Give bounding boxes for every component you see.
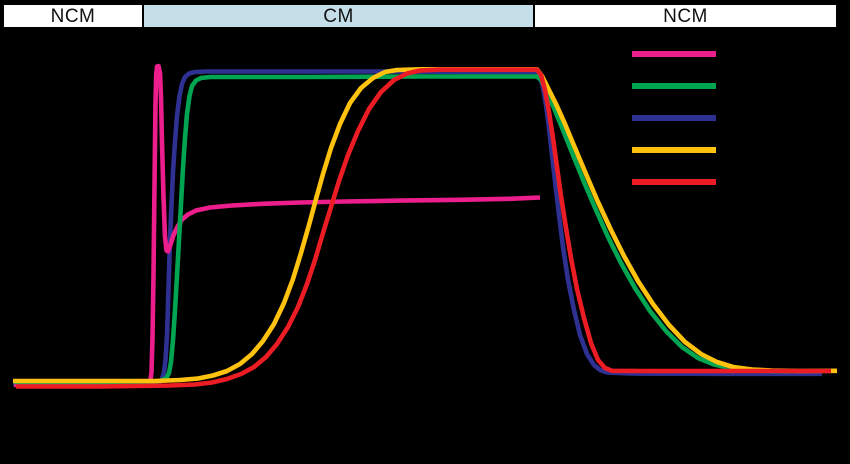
region-box-ncm-left: NCM [2,3,144,29]
curve-blue [13,69,822,387]
region-box-cm: CM [142,3,535,29]
region-bar: NCM CM NCM [2,3,838,29]
legend-swatch-2 [632,83,716,89]
curve-yellow [13,67,838,384]
curve-magenta [14,63,541,388]
legend [632,51,716,211]
region-box-ncm-right: NCM [533,3,838,29]
legend-swatch-1 [632,51,716,57]
curve-group [13,63,838,389]
region-label-ncm-left: NCM [50,5,96,27]
region-label-cm: CM [323,5,354,27]
curve-red [16,67,831,389]
legend-swatch-3 [632,115,716,121]
curve-green [14,74,791,385]
region-label-ncm-right: NCM [663,5,708,27]
legend-swatch-5 [632,179,716,185]
legend-swatch-4 [632,147,716,153]
